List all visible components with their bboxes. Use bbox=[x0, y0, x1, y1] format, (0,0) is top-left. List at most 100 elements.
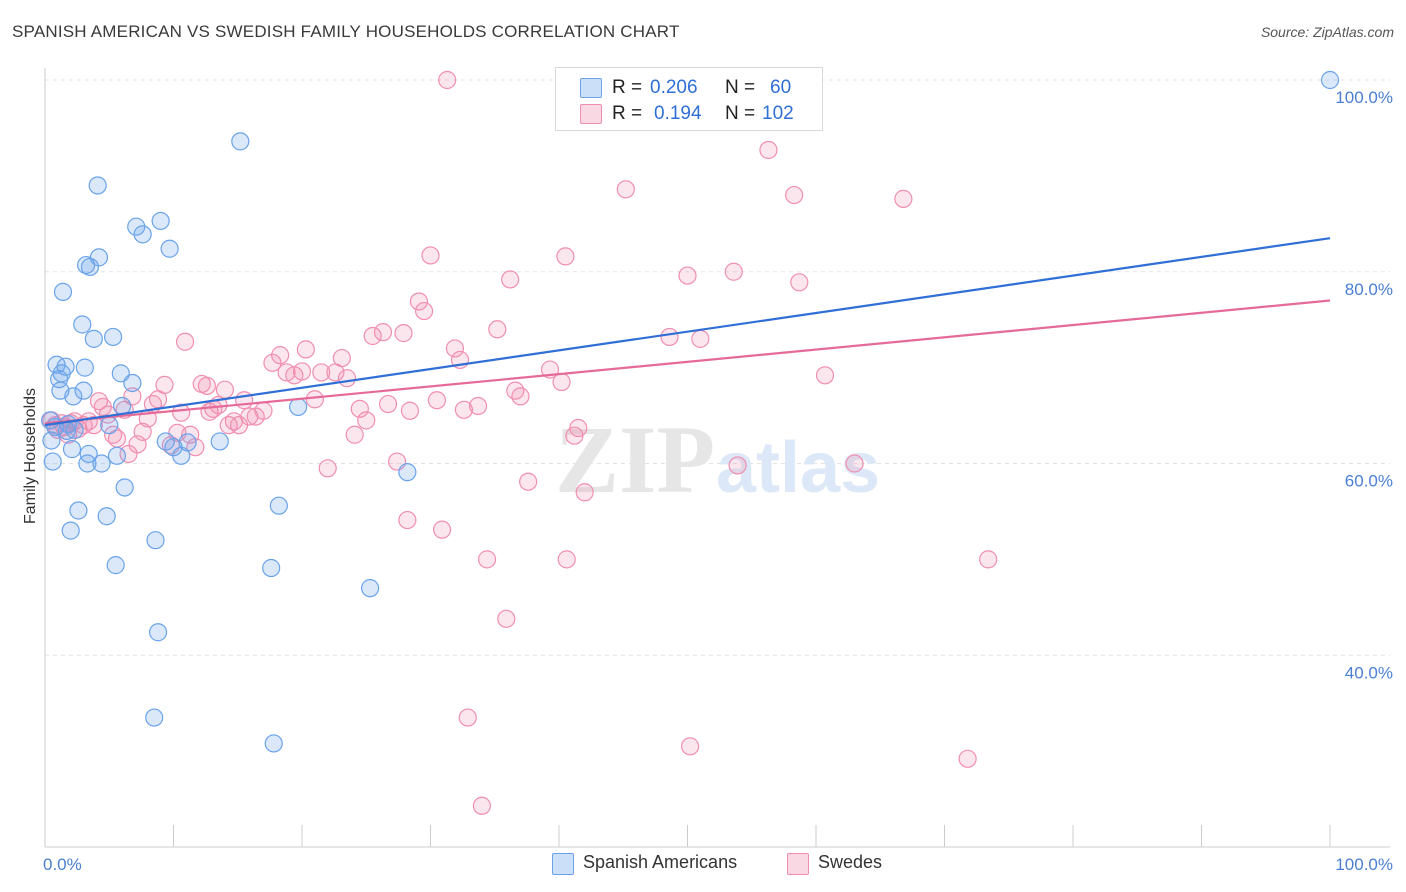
data-point bbox=[53, 282, 73, 301]
data-point bbox=[958, 749, 977, 768]
data-point bbox=[519, 472, 538, 491]
data-point bbox=[56, 357, 75, 376]
data-point bbox=[569, 418, 588, 438]
data-point bbox=[79, 444, 98, 464]
data-point bbox=[133, 422, 152, 441]
data-point bbox=[1320, 70, 1340, 90]
watermark-zip: ZIP bbox=[555, 406, 715, 513]
data-point bbox=[506, 381, 525, 400]
data-point bbox=[88, 176, 107, 195]
data-point bbox=[979, 550, 998, 569]
data-point bbox=[332, 348, 351, 368]
data-point bbox=[263, 353, 282, 372]
y-tick-label: 60.0% bbox=[1345, 472, 1393, 491]
y-tick-label: 100.0% bbox=[1335, 88, 1393, 107]
data-point bbox=[378, 394, 398, 414]
data-point bbox=[345, 425, 364, 444]
data-point bbox=[151, 211, 170, 231]
legend-swatch-spanish bbox=[580, 78, 602, 98]
legend-swatch-spanish bbox=[552, 853, 574, 875]
data-point bbox=[160, 239, 179, 258]
data-point bbox=[458, 708, 477, 727]
data-point bbox=[175, 332, 195, 351]
data-point bbox=[62, 440, 82, 459]
series-swedes bbox=[42, 70, 998, 815]
data-point bbox=[312, 363, 331, 382]
data-point bbox=[432, 520, 452, 539]
data-point bbox=[488, 320, 507, 339]
y-tick-label: 40.0% bbox=[1345, 663, 1393, 682]
data-point bbox=[61, 521, 80, 540]
data-point bbox=[790, 273, 809, 292]
data-point bbox=[414, 301, 434, 321]
legend-r-label: R = bbox=[612, 77, 643, 98]
trend-line bbox=[44, 237, 1331, 427]
data-point bbox=[454, 400, 474, 419]
data-point bbox=[785, 185, 804, 205]
data-point bbox=[107, 446, 127, 465]
data-point bbox=[262, 558, 281, 578]
data-point bbox=[845, 454, 864, 473]
data-point bbox=[477, 550, 497, 569]
data-point bbox=[501, 270, 520, 289]
data-point bbox=[43, 452, 62, 471]
data-point bbox=[47, 355, 66, 374]
data-point bbox=[73, 315, 92, 334]
data-point bbox=[472, 796, 491, 815]
legend-label-swedes: Swedes bbox=[818, 852, 883, 872]
data-point bbox=[42, 431, 61, 450]
data-point bbox=[728, 456, 747, 475]
data-point bbox=[269, 496, 288, 515]
chart-title: SPANISH AMERICAN VS SWEDISH FAMILY HOUSE… bbox=[12, 22, 680, 41]
data-point bbox=[78, 454, 97, 473]
data-point bbox=[398, 463, 417, 482]
data-point bbox=[350, 399, 369, 418]
legend-swatch-swedes bbox=[580, 104, 602, 124]
trend-line bbox=[44, 299, 1331, 425]
data-point bbox=[296, 340, 315, 359]
data-point bbox=[289, 397, 308, 417]
data-point bbox=[497, 609, 516, 628]
data-point bbox=[271, 346, 290, 365]
data-point bbox=[894, 189, 913, 208]
data-point bbox=[357, 411, 376, 430]
data-point bbox=[421, 246, 440, 265]
source-label: Source: ZipAtlas.com bbox=[1260, 24, 1394, 40]
data-point bbox=[172, 403, 191, 422]
data-point bbox=[75, 358, 94, 377]
data-point bbox=[373, 323, 393, 342]
data-point bbox=[145, 708, 164, 727]
trend-lines bbox=[44, 237, 1331, 427]
data-point bbox=[511, 387, 530, 406]
data-point bbox=[427, 391, 447, 410]
data-point bbox=[100, 416, 119, 435]
data-point bbox=[363, 326, 382, 346]
data-point bbox=[115, 478, 134, 497]
data-point bbox=[155, 375, 174, 394]
data-point bbox=[231, 132, 250, 151]
data-point bbox=[445, 339, 465, 358]
data-point bbox=[84, 329, 103, 348]
legend-swatch-swedes bbox=[787, 853, 809, 875]
data-point bbox=[680, 737, 700, 756]
y-tick-label: 80.0% bbox=[1345, 280, 1393, 299]
data-point bbox=[691, 329, 710, 348]
legend-n-value: 60 bbox=[770, 77, 792, 98]
legend-n-value: 102 bbox=[762, 103, 794, 124]
data-point bbox=[69, 501, 88, 520]
data-point bbox=[305, 390, 324, 409]
data-point bbox=[215, 380, 234, 399]
data-point bbox=[678, 266, 697, 285]
data-point bbox=[106, 556, 125, 575]
data-point bbox=[65, 420, 84, 440]
data-point bbox=[409, 292, 429, 311]
data-point bbox=[178, 433, 197, 452]
data-point bbox=[264, 734, 283, 753]
legend-r-label: R = bbox=[612, 103, 643, 124]
data-point bbox=[64, 387, 83, 406]
data-point bbox=[146, 531, 165, 550]
data-point bbox=[74, 381, 93, 400]
x-tick-label: 0.0% bbox=[43, 855, 82, 874]
data-point bbox=[398, 510, 417, 530]
data-point bbox=[400, 401, 420, 420]
